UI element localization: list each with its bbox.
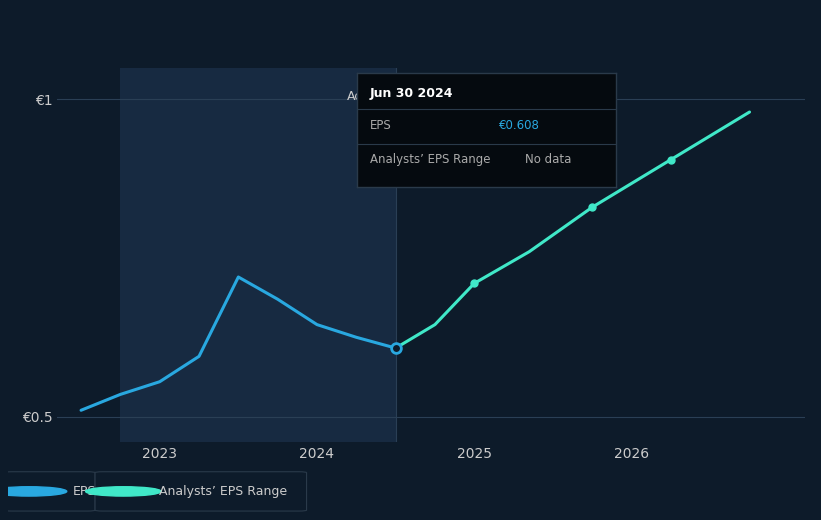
Text: EPS: EPS <box>370 119 392 132</box>
Text: Analysts Forecasts: Analysts Forecasts <box>405 90 521 103</box>
Text: €0.608: €0.608 <box>499 119 540 132</box>
FancyBboxPatch shape <box>95 472 306 511</box>
FancyBboxPatch shape <box>4 472 95 511</box>
Circle shape <box>85 487 161 496</box>
Text: Jun 30 2024: Jun 30 2024 <box>370 86 453 99</box>
Text: Analysts’ EPS Range: Analysts’ EPS Range <box>159 485 287 498</box>
Text: No data: No data <box>525 153 571 166</box>
Bar <box>121 68 396 442</box>
Text: Actual: Actual <box>347 90 386 103</box>
Text: Analysts’ EPS Range: Analysts’ EPS Range <box>370 153 491 166</box>
Text: EPS: EPS <box>72 485 96 498</box>
Circle shape <box>0 487 67 496</box>
